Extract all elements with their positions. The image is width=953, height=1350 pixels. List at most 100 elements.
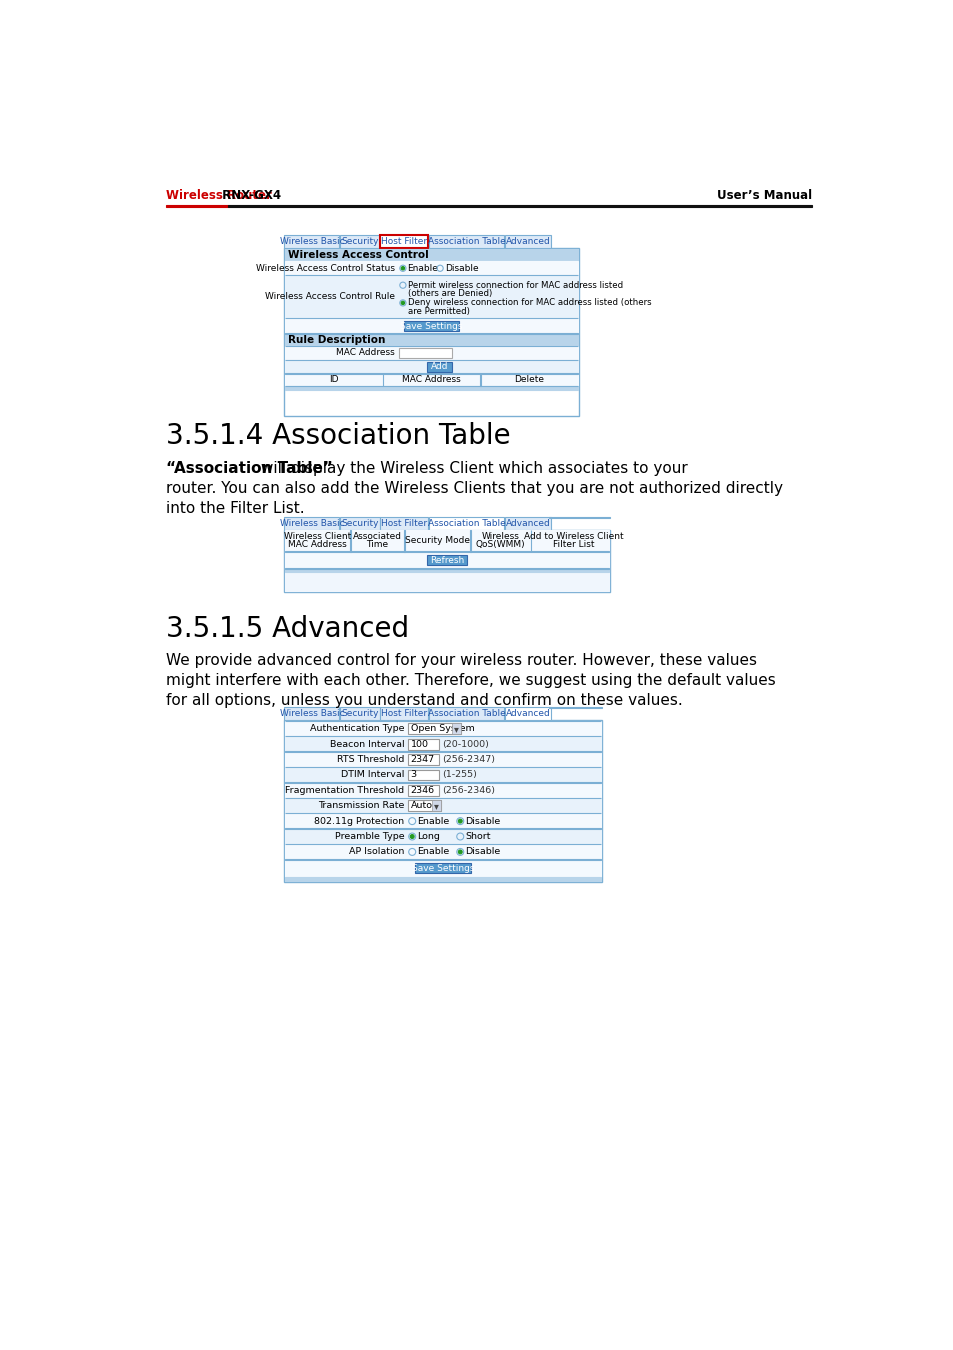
- Text: Enable: Enable: [416, 817, 449, 826]
- Text: Wireless Access Control Status: Wireless Access Control Status: [256, 263, 395, 273]
- Text: Security: Security: [341, 518, 378, 528]
- Circle shape: [401, 301, 404, 305]
- Text: 2347: 2347: [410, 755, 435, 764]
- Text: Host Filter: Host Filter: [381, 238, 427, 246]
- Bar: [284, 235, 339, 248]
- Bar: [285, 275, 578, 319]
- Text: 802.11g Protection: 802.11g Protection: [314, 817, 404, 826]
- Bar: [408, 724, 460, 734]
- Bar: [340, 235, 379, 248]
- Bar: [429, 707, 504, 721]
- Bar: [429, 517, 504, 531]
- Bar: [284, 707, 339, 721]
- Text: ▾: ▾: [434, 801, 438, 811]
- Bar: [408, 801, 440, 811]
- Text: 100: 100: [410, 740, 428, 749]
- Bar: [166, 205, 228, 208]
- Text: ID: ID: [329, 375, 338, 385]
- Text: Host Filter: Host Filter: [381, 518, 427, 528]
- Bar: [408, 769, 439, 780]
- Text: Short: Short: [464, 832, 490, 841]
- Text: Wireless Router: Wireless Router: [166, 189, 272, 202]
- Text: Wireless Client: Wireless Client: [284, 532, 351, 541]
- Text: Refresh: Refresh: [430, 556, 464, 564]
- Text: (20-1000): (20-1000): [442, 740, 489, 749]
- Text: Enable: Enable: [416, 848, 449, 856]
- Bar: [285, 386, 578, 390]
- Bar: [285, 346, 578, 360]
- Bar: [426, 362, 452, 371]
- Bar: [284, 531, 609, 591]
- Bar: [285, 319, 578, 333]
- Bar: [285, 844, 600, 860]
- Text: Advanced: Advanced: [505, 238, 550, 246]
- Text: Disable: Disable: [464, 848, 499, 856]
- Text: Filter List: Filter List: [552, 540, 594, 549]
- Text: might interfere with each other. Therefore, we suggest using the default values: might interfere with each other. Therefo…: [166, 674, 775, 688]
- Text: Open System: Open System: [410, 724, 474, 733]
- Bar: [285, 374, 578, 386]
- Text: AP Isolation: AP Isolation: [349, 848, 404, 856]
- Text: Delete: Delete: [514, 375, 543, 385]
- Bar: [340, 707, 379, 721]
- Text: Authentication Type: Authentication Type: [310, 724, 404, 733]
- Circle shape: [457, 819, 461, 823]
- Bar: [285, 752, 600, 767]
- Bar: [285, 876, 600, 882]
- Text: (256-2346): (256-2346): [442, 786, 495, 795]
- Bar: [380, 707, 428, 721]
- Bar: [398, 348, 452, 358]
- Text: 3.5.1.5 Advanced: 3.5.1.5 Advanced: [166, 614, 409, 643]
- Text: are Permitted): are Permitted): [407, 306, 469, 316]
- Circle shape: [457, 850, 461, 853]
- Text: Disable: Disable: [444, 263, 477, 273]
- Text: Wireless Basic: Wireless Basic: [279, 518, 344, 528]
- Text: Advanced: Advanced: [505, 709, 550, 718]
- Bar: [285, 333, 578, 346]
- Bar: [380, 235, 428, 248]
- Text: Security: Security: [341, 238, 378, 246]
- Text: Rule Description: Rule Description: [288, 335, 385, 344]
- Bar: [429, 235, 504, 248]
- Text: (others are Denied): (others are Denied): [407, 289, 492, 298]
- Text: Associated: Associated: [353, 532, 401, 541]
- Bar: [408, 784, 439, 795]
- Text: 3.5.1.4 Association Table: 3.5.1.4 Association Table: [166, 423, 510, 451]
- Text: (256-2347): (256-2347): [442, 755, 495, 764]
- Text: Fragmentation Threshold: Fragmentation Threshold: [285, 786, 404, 795]
- Bar: [284, 248, 578, 416]
- Text: Add: Add: [430, 362, 448, 371]
- Bar: [285, 248, 578, 262]
- Text: Wireless Basic: Wireless Basic: [279, 238, 344, 246]
- Text: Add to Wireless Client: Add to Wireless Client: [523, 532, 622, 541]
- Text: (1-255): (1-255): [442, 771, 476, 779]
- Text: into the Filter List.: into the Filter List.: [166, 501, 304, 516]
- Text: Wireless Basic: Wireless Basic: [279, 709, 344, 718]
- Bar: [285, 798, 600, 814]
- Text: Association Table: Association Table: [428, 518, 505, 528]
- Text: Long: Long: [416, 832, 439, 841]
- Bar: [284, 517, 339, 531]
- Text: MAC Address: MAC Address: [402, 375, 460, 385]
- Bar: [285, 829, 600, 844]
- Text: router. You can also add the Wireless Clients that you are not authorized direct: router. You can also add the Wireless Cl…: [166, 481, 781, 495]
- Bar: [284, 721, 601, 882]
- Bar: [452, 724, 460, 734]
- Bar: [340, 517, 379, 531]
- Text: Association Table: Association Table: [428, 709, 505, 718]
- Bar: [285, 531, 608, 552]
- Text: MAC Address: MAC Address: [336, 348, 395, 358]
- Bar: [285, 814, 600, 829]
- Bar: [228, 205, 811, 208]
- Bar: [285, 568, 608, 572]
- Bar: [505, 707, 550, 721]
- Text: RTS Threshold: RTS Threshold: [336, 755, 404, 764]
- Text: “Association Table”: “Association Table”: [166, 460, 333, 475]
- Bar: [505, 235, 550, 248]
- Bar: [285, 552, 608, 568]
- Circle shape: [401, 266, 404, 270]
- Bar: [285, 860, 600, 876]
- Text: QoS(WMM): QoS(WMM): [476, 540, 525, 549]
- Bar: [285, 783, 600, 798]
- Text: Association Table: Association Table: [428, 238, 505, 246]
